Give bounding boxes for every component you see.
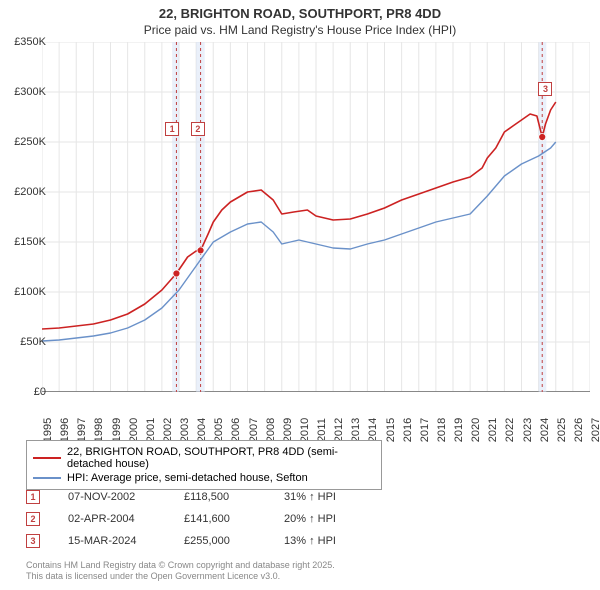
event-row: 3 15-MAR-2024 £255,000 13% ↑ HPI [26,530,384,552]
x-tick-label: 2002 [162,418,174,442]
chart-container: 22, BRIGHTON ROAD, SOUTHPORT, PR8 4DD Pr… [0,0,600,590]
x-tick-label: 2014 [367,418,379,442]
event-pct: 20% ↑ HPI [284,513,384,525]
x-tick-label: 2023 [522,418,534,442]
x-tick-label: 2006 [230,418,242,442]
legend: 22, BRIGHTON ROAD, SOUTHPORT, PR8 4DD (s… [26,440,382,490]
event-marker-icon: 3 [26,534,40,548]
x-tick-label: 2019 [453,418,465,442]
x-tick-label: 2024 [539,418,551,442]
event-marker-icon: 2 [26,512,40,526]
event-price: £118,500 [184,491,256,503]
event-pct: 31% ↑ HPI [284,491,384,503]
y-tick-label: £200K [14,186,46,198]
legend-swatch [33,457,61,459]
event-table: 1 07-NOV-2002 £118,500 31% ↑ HPI 2 02-AP… [26,486,384,552]
x-tick-label: 2015 [385,418,397,442]
x-tick-label: 1999 [111,418,123,442]
event-row: 2 02-APR-2004 £141,600 20% ↑ HPI [26,508,384,530]
x-tick-label: 1997 [76,418,88,442]
x-tick-label: 2020 [470,418,482,442]
x-tick-label: 2001 [145,418,157,442]
event-marker-icon: 1 [26,490,40,504]
chart-event-marker: 1 [165,122,179,136]
y-tick-label: £150K [14,236,46,248]
event-date: 15-MAR-2024 [68,535,156,547]
x-tick-label: 2008 [265,418,277,442]
x-tick-label: 2003 [179,418,191,442]
event-date: 07-NOV-2002 [68,491,156,503]
x-tick-label: 2009 [282,418,294,442]
event-date: 02-APR-2004 [68,513,156,525]
x-tick-label: 2005 [213,418,225,442]
y-tick-label: £350K [14,36,46,48]
x-tick-label: 2004 [196,418,208,442]
credit-text: Contains HM Land Registry data © Crown c… [26,560,335,582]
event-price: £255,000 [184,535,256,547]
legend-row: 22, BRIGHTON ROAD, SOUTHPORT, PR8 4DD (s… [33,445,375,471]
y-tick-label: £300K [14,86,46,98]
x-tick-label: 2026 [573,418,585,442]
legend-swatch [33,477,61,479]
credit-line: This data is licensed under the Open Gov… [26,571,335,582]
legend-label: 22, BRIGHTON ROAD, SOUTHPORT, PR8 4DD (s… [67,446,375,470]
credit-line: Contains HM Land Registry data © Crown c… [26,560,335,571]
chart-title: 22, BRIGHTON ROAD, SOUTHPORT, PR8 4DD [0,0,600,23]
y-tick-label: £100K [14,286,46,298]
event-pct: 13% ↑ HPI [284,535,384,547]
x-tick-label: 2010 [299,418,311,442]
chart-event-marker: 2 [191,122,205,136]
x-tick-label: 1996 [59,418,71,442]
x-tick-label: 1995 [42,418,54,442]
y-tick-label: £50K [20,336,46,348]
chart-event-marker: 3 [538,82,552,96]
x-tick-label: 2007 [248,418,260,442]
event-price: £141,600 [184,513,256,525]
event-row: 1 07-NOV-2002 £118,500 31% ↑ HPI [26,486,384,508]
x-tick-label: 2018 [436,418,448,442]
x-tick-label: 2022 [504,418,516,442]
x-tick-label: 2011 [316,418,328,442]
x-tick-label: 2027 [590,418,600,442]
x-tick-label: 2017 [419,418,431,442]
line-chart [42,42,590,392]
x-tick-label: 2013 [350,418,362,442]
y-tick-label: £250K [14,136,46,148]
legend-row: HPI: Average price, semi-detached house,… [33,471,375,485]
chart-subtitle: Price paid vs. HM Land Registry's House … [0,23,600,39]
y-tick-label: £0 [34,386,46,398]
plot-area [42,42,590,392]
x-tick-label: 2012 [333,418,345,442]
x-tick-label: 2016 [402,418,414,442]
x-tick-label: 1998 [93,418,105,442]
x-tick-label: 2025 [556,418,568,442]
x-tick-label: 2000 [128,418,140,442]
x-tick-label: 2021 [487,418,499,442]
legend-label: HPI: Average price, semi-detached house,… [67,472,308,484]
